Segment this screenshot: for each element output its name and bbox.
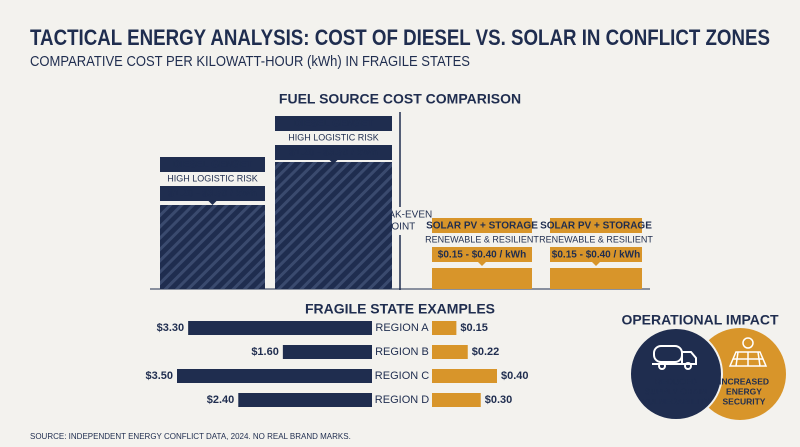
bar — [282, 345, 372, 359]
value-label: $1.60 — [251, 346, 279, 358]
impact-circle — [694, 328, 786, 420]
value-label: $0.22 — [472, 346, 500, 358]
title: TACTICAL ENERGY ANALYSIS: COST OF DIESEL… — [30, 25, 770, 50]
bar — [238, 393, 372, 407]
impact-label: VULNERABILITY — [642, 396, 710, 406]
bar — [432, 345, 468, 359]
truck-icon — [652, 345, 697, 370]
bar — [432, 369, 497, 383]
card-note: RENEWABLE & RESILIENT — [425, 234, 539, 244]
bar-shape — [432, 268, 532, 289]
impact-circle — [629, 327, 723, 421]
card-range-box — [160, 186, 265, 201]
category-label: REGION C — [375, 370, 429, 382]
card-note: RENEWABLE & RESILIENT — [539, 234, 653, 244]
card-heading-box — [432, 218, 532, 233]
card-note: HIGH LOGISTIC RISK — [167, 173, 258, 183]
card-heading: DIESEL GENSET — [173, 160, 253, 171]
value-label: $0.30 — [485, 394, 513, 406]
solar-icon — [728, 337, 768, 367]
bar — [432, 321, 457, 335]
card-pointer — [478, 262, 486, 266]
impact-label: REDUCED — [655, 376, 697, 386]
card-heading: DIESEL GENSET — [294, 119, 374, 130]
value-label: $2.40 — [207, 394, 235, 406]
subtitle: COMPARATIVE COST PER KILOWATT-HOUR (kWh)… — [30, 53, 470, 70]
card-heading: SOLAR PV + STORAGE — [426, 221, 538, 232]
card-range-box — [432, 247, 532, 262]
category-label: REGION B — [375, 346, 429, 358]
impact-label: SUPPLY CHAIN — [645, 386, 707, 396]
impact-label: INCREASED — [719, 376, 769, 386]
category-label: REGION A — [375, 322, 429, 334]
card-note: HIGH LOGISTIC RISK — [288, 132, 379, 142]
impact-title: OPERATIONAL IMPACT — [621, 312, 779, 328]
break-even-label: BREAK-EVEN — [368, 210, 432, 221]
value-label: $0.15 — [460, 322, 488, 334]
card-heading: SOLAR PV + STORAGE — [540, 221, 652, 232]
card-heading-box — [160, 157, 265, 172]
card-heading-box — [275, 116, 392, 131]
card-pointer — [208, 201, 217, 205]
break-even-label: POINT — [385, 222, 416, 233]
card-range: $0.15 - $0.40 / kWh — [438, 250, 526, 261]
footer: SOURCE: INDEPENDENT ENERGY CONFLICT DATA… — [30, 432, 351, 441]
impact-label: SECURITY — [723, 396, 766, 406]
bar-shape — [550, 268, 642, 289]
card-range: $1.20 - $3.50 / kWh — [289, 148, 377, 159]
value-label: $3.30 — [157, 322, 185, 334]
chart-title: FRAGILE STATE EXAMPLES — [305, 301, 495, 317]
bar-shape — [160, 205, 265, 289]
card-heading-box — [550, 218, 642, 233]
bar — [177, 369, 372, 383]
card-range-box — [550, 247, 642, 262]
card-range-box — [275, 145, 392, 160]
bar — [188, 321, 372, 335]
card-pointer — [329, 160, 338, 164]
card-range: $1.20 - $3.50 / kWh — [168, 189, 256, 200]
value-label: $0.40 — [501, 370, 529, 382]
bar-shape — [275, 162, 392, 289]
section-title: FUEL SOURCE COST COMPARISON — [279, 91, 521, 107]
category-label: REGION D — [375, 394, 429, 406]
card-range: $0.15 - $0.40 / kWh — [552, 250, 640, 261]
value-label: $3.50 — [145, 370, 173, 382]
bar — [432, 393, 481, 407]
card-pointer — [592, 262, 600, 266]
impact-label: ENERGY — [726, 386, 762, 396]
